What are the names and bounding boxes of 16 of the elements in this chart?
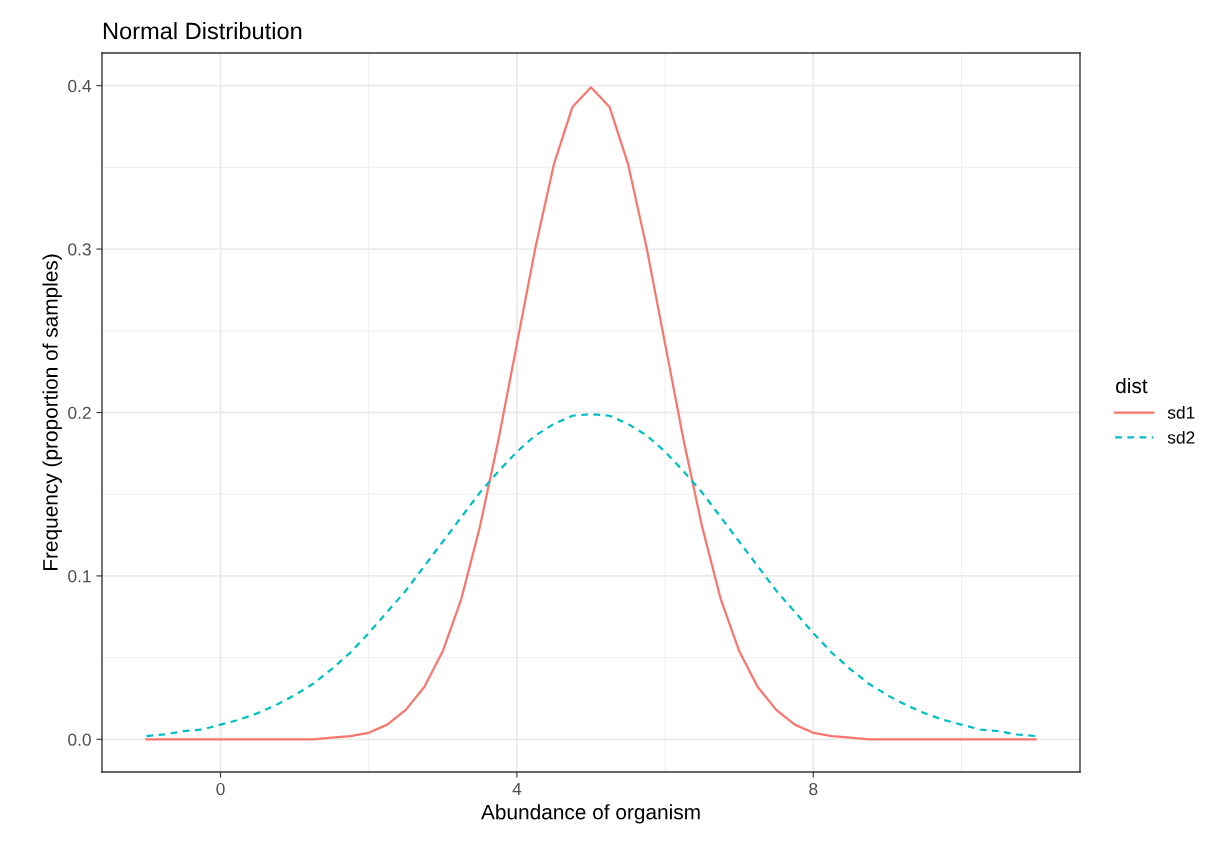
y-tick-label: 0.3 xyxy=(68,243,91,256)
x-tick-label: 8 xyxy=(809,782,818,796)
line-series xyxy=(145,413,1037,738)
y-tick-label: 0.2 xyxy=(68,406,91,419)
y-tick-label: 0.1 xyxy=(68,570,91,583)
y-tick-label: 0.4 xyxy=(68,79,92,93)
legend-label: sd2 xyxy=(1167,430,1195,444)
y-axis-title: Frequency (proportion of samples) xyxy=(42,254,62,570)
legend-label: sd1 xyxy=(1167,406,1195,419)
chart-title: Normal Distribution xyxy=(103,22,302,40)
x-tick-label: 4 xyxy=(512,783,522,795)
legend-title: dist xyxy=(1116,377,1148,394)
y-tick-label: 0.0 xyxy=(68,733,91,746)
line-series xyxy=(145,86,1037,741)
x-axis-title: Abundance of organism xyxy=(481,804,700,824)
x-tick-label: 0 xyxy=(216,782,225,796)
